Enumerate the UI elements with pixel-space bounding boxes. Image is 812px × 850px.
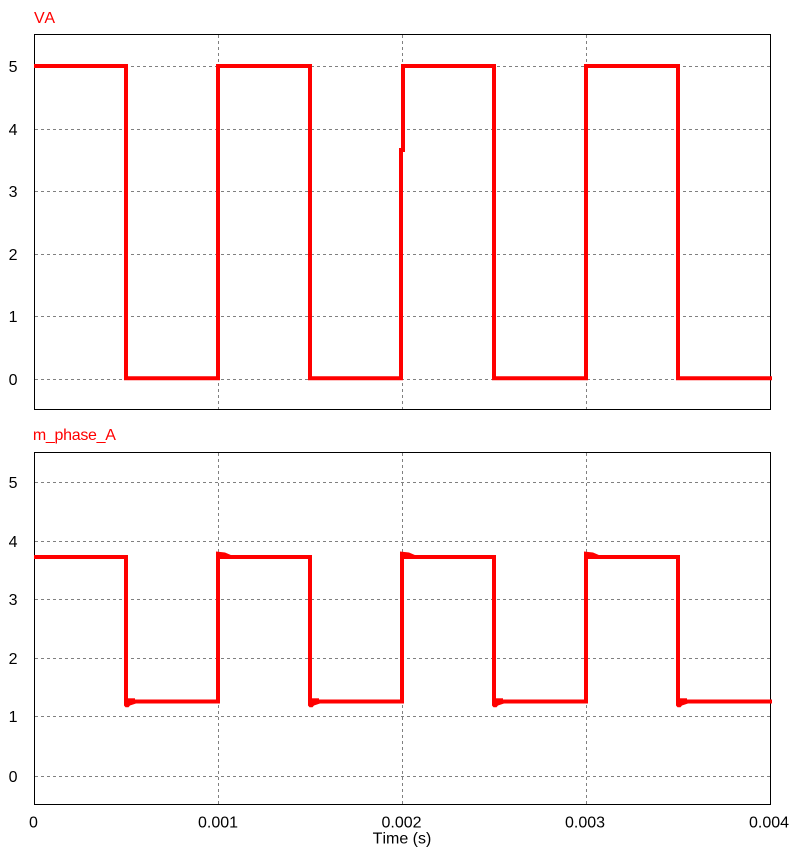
svg-text:m_phase_A: m_phase_A <box>33 427 116 444</box>
svg-text:VA: VA <box>34 10 55 27</box>
svg-text:4: 4 <box>9 122 18 139</box>
svg-text:5: 5 <box>9 475 18 492</box>
svg-text:3: 3 <box>9 184 18 201</box>
svg-text:0: 0 <box>9 769 18 786</box>
svg-text:2: 2 <box>9 247 18 264</box>
svg-text:0.003: 0.003 <box>565 815 605 832</box>
svg-text:0: 0 <box>29 815 38 832</box>
svg-text:0: 0 <box>9 372 18 389</box>
svg-text:Time (s): Time (s) <box>373 831 432 848</box>
svg-text:2: 2 <box>9 651 18 668</box>
svg-text:5: 5 <box>9 59 18 76</box>
svg-text:3: 3 <box>9 592 18 609</box>
svg-text:1: 1 <box>9 309 18 326</box>
svg-text:0.004: 0.004 <box>749 815 789 832</box>
svg-text:4: 4 <box>9 534 18 551</box>
svg-text:0.002: 0.002 <box>381 815 421 832</box>
svg-text:1: 1 <box>9 709 18 726</box>
svg-text:0.001: 0.001 <box>198 815 238 832</box>
